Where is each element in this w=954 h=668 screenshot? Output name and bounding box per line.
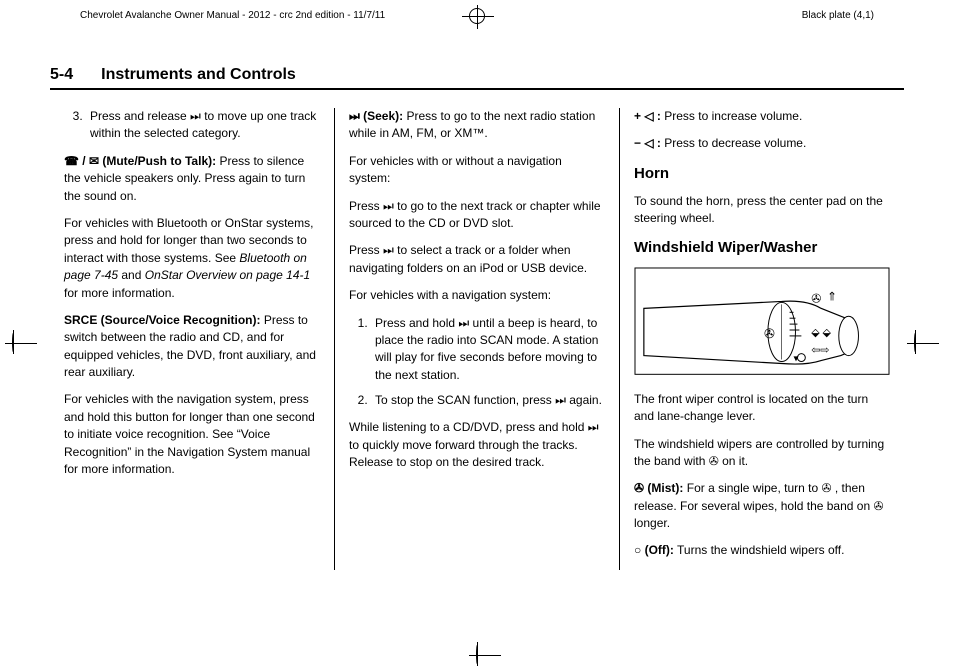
paragraph: ○ (Off): Turns the windshield wipers off… [634,542,890,559]
svg-text:⇑: ⇑ [827,290,837,304]
paragraph: While listening to a CD/DVD, press and h… [349,419,605,471]
crop-mark-bottom [476,646,478,664]
header-right-text: Black plate (4,1) [802,10,874,21]
crop-mark-left [12,334,40,362]
list-item: Press and hold ⏭ until a beep is heard, … [371,315,605,385]
paragraph: Press ⏭ to go to the next track or chapt… [349,198,605,233]
column-1: Press and release ⏭ to move up one track… [50,108,334,570]
off-body: Turns the windshield wipers off. [677,543,844,557]
columns: Press and release ⏭ to move up one track… [50,108,904,570]
wiper-heading: Windshield Wiper/Washer [634,237,890,259]
section-title: Instruments and Controls [101,66,296,84]
crop-mark-right [914,334,942,362]
mist-label: ✇ (Mist): [634,481,683,495]
paragraph: For vehicles with Bluetooth or OnStar sy… [64,215,320,302]
srce-label: SRCE (Source/Voice Recognition): [64,313,260,327]
paragraph: ⏭ (Seek): Press to go to the next radio … [349,108,605,143]
paragraph: To sound the horn, press the center pad … [634,193,890,228]
off-label: ○ (Off): [634,543,674,557]
svg-text:⬙ ⬙: ⬙ ⬙ [811,327,831,339]
svg-text:✇: ✇ [811,292,821,306]
crop-mark-top [469,8,485,24]
paragraph: For vehicles with the navigation system,… [64,391,320,478]
paragraph: The front wiper control is located on th… [634,391,890,426]
svg-text:⇦⇨: ⇦⇨ [811,345,829,357]
vol-dn-label: − ◁ : [634,136,661,150]
paragraph: − ◁ : Press to decrease volume. [634,135,890,152]
list-item: To stop the SCAN function, press ⏭ again… [371,392,605,409]
svg-text:✇: ✇ [764,326,775,341]
paragraph: For vehicles with or without a navigatio… [349,153,605,188]
vol-dn-body: Press to decrease volume. [664,136,806,150]
vol-up-label: + ◁ : [634,109,661,123]
list-item: Press and release ⏭ to move up one track… [86,108,320,143]
print-header: Chevrolet Avalanche Owner Manual - 2012 … [0,10,954,21]
text: for more information. [64,286,175,300]
paragraph: SRCE (Source/Voice Recognition): Press t… [64,312,320,382]
header-left-text: Chevrolet Avalanche Owner Manual - 2012 … [80,10,385,21]
paragraph: ✇ (Mist): For a single wipe, turn to ✇ ,… [634,480,890,532]
mute-label: ☎ / ✉ (Mute/Push to Talk): [64,154,216,168]
vol-up-body: Press to increase volume. [664,109,802,123]
horn-heading: Horn [634,163,890,185]
paragraph: The windshield wipers are controlled by … [634,436,890,471]
seek-label: ⏭ (Seek): [349,109,403,123]
paragraph: ☎ / ✉ (Mute/Push to Talk): Press to sile… [64,153,320,205]
text: and [118,268,145,282]
paragraph: For vehicles with a navigation system: [349,287,605,304]
page-content: 5-4 Instruments and Controls Press and r… [50,36,904,638]
wiper-figure: ✇ ⇑ ✇ ⬙ ⬙ ⇦⇨ ▾ [634,267,890,381]
column-3: + ◁ : Press to increase volume. − ◁ : Pr… [619,108,904,570]
column-2: ⏭ (Seek): Press to go to the next radio … [334,108,619,570]
reference: OnStar Overview on page 14-1 [145,268,310,282]
page-number: 5-4 [50,66,73,84]
paragraph: Press ⏭ to select a track or a folder wh… [349,242,605,277]
wiper-illustration: ✇ ⇑ ✇ ⬙ ⬙ ⇦⇨ ▾ [634,267,890,375]
section-header: 5-4 Instruments and Controls [50,66,904,90]
paragraph: + ◁ : Press to increase volume. [634,108,890,125]
